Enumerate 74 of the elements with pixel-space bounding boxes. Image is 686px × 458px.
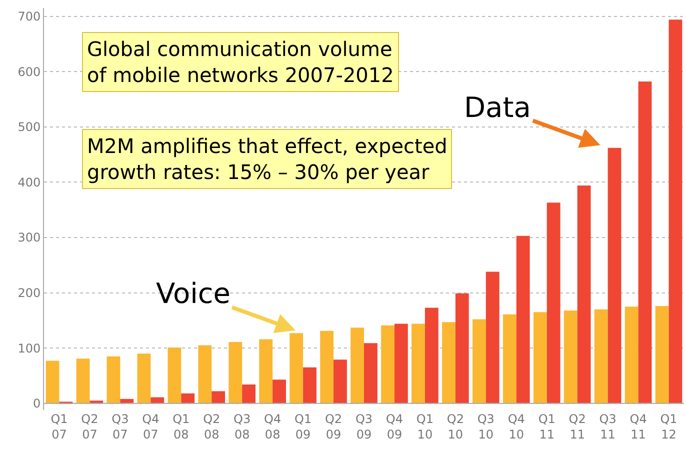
bar [90, 400, 104, 404]
x-tick-label: Q2 08 [203, 412, 220, 442]
bar [120, 398, 134, 404]
bar [46, 360, 60, 404]
bar [624, 306, 638, 404]
bar [181, 393, 195, 404]
x-tick-label: Q3 09 [355, 412, 373, 442]
bar [150, 397, 164, 404]
x-tick-label: Q3 07 [112, 412, 129, 442]
x-tick-label: Q3 11 [599, 412, 616, 442]
bar [638, 82, 652, 404]
bar [106, 356, 120, 404]
y-tick-label: 200 [18, 286, 41, 300]
bar [76, 358, 90, 404]
x-tick-label: Q4 11 [630, 412, 647, 442]
bar [442, 322, 456, 404]
bar [472, 319, 486, 404]
bar [198, 345, 212, 404]
bar [486, 272, 500, 404]
bar [350, 328, 364, 404]
y-tick-label: 300 [18, 230, 41, 245]
x-tick-label: Q4 10 [508, 412, 525, 442]
annotation: Voice [156, 277, 231, 310]
bar [334, 360, 347, 404]
annotation: Data [464, 91, 531, 124]
bar [168, 348, 182, 404]
x-tick-label: Q3 10 [477, 412, 494, 442]
bar [424, 308, 438, 404]
bar [320, 330, 334, 404]
bar [533, 312, 547, 404]
x-tick-label: Q1 10 [416, 412, 434, 442]
bar [381, 325, 394, 404]
y-tick-label: 600 [18, 64, 41, 79]
annotation: M2M amplifies that effect, expected growth rates: 15% – 30% per year [87, 134, 448, 184]
x-tick-label: Q2 07 [81, 412, 98, 442]
y-tick-label: 400 [18, 175, 41, 190]
x-tick-label: Q2 09 [324, 412, 342, 442]
bar [455, 293, 469, 404]
bar [290, 333, 304, 404]
bar [516, 236, 530, 404]
bar [212, 391, 226, 404]
x-tick-label: Q4 07 [142, 412, 160, 442]
bar [564, 310, 578, 404]
x-tick-label: Q2 11 [568, 412, 586, 442]
bar [394, 324, 408, 404]
x-tick-label: Q4 09 [386, 412, 404, 442]
bar [228, 342, 242, 404]
x-tick-label: Q3 08 [234, 412, 251, 442]
bar [577, 186, 591, 404]
bar [303, 367, 316, 404]
bar [272, 380, 286, 404]
bar [137, 354, 151, 404]
y-tick-label: 0 [32, 396, 41, 411]
bar [242, 384, 256, 404]
bar [608, 148, 622, 404]
x-tick-label: Q1 08 [172, 412, 190, 442]
x-tick-label: Q2 10 [446, 412, 464, 442]
bar [655, 306, 669, 404]
bar [594, 309, 608, 404]
x-tick-label: Q1 07 [50, 412, 68, 442]
bar [259, 339, 273, 404]
bar [546, 202, 560, 404]
bar [364, 343, 378, 404]
x-tick-label: Q1 09 [294, 412, 312, 442]
y-tick-label: 500 [18, 120, 41, 134]
bar [412, 324, 425, 404]
bar [502, 314, 516, 404]
y-tick-label: 100 [18, 341, 41, 356]
bar [668, 20, 682, 404]
x-tick-label: Q1 11 [538, 412, 556, 442]
annotation: Global communication volume of mobile networks 2007-2012 [87, 37, 394, 87]
x-tick-label: Q1 12 [660, 412, 678, 442]
y-tick-label: 700 [18, 9, 41, 24]
x-tick-label: Q4 08 [264, 412, 282, 442]
